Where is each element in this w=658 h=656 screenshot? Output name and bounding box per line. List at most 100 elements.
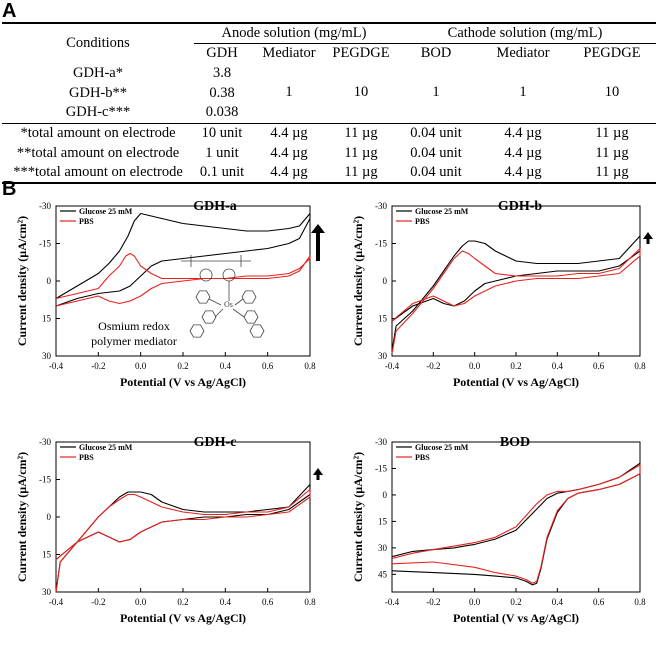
total-cell: 11 µg	[595, 164, 629, 180]
polymer-bracket	[190, 255, 242, 267]
legend-entry: PBS	[415, 453, 430, 462]
y-axis-label: Current density (µA/cm²)	[15, 216, 29, 346]
y-tick-label: 15	[42, 314, 52, 324]
total-cell: 0.04 unit	[410, 124, 462, 141]
x-tick-label: -0.2	[426, 361, 440, 371]
legend-entry: PBS	[79, 453, 94, 462]
y-tick-label: -15	[39, 239, 51, 249]
cathode-group-header: Cathode solution (mg/mL)	[394, 23, 656, 44]
total-label: *total amount on electrode	[20, 124, 176, 141]
anode-mediator-value: 1	[285, 84, 293, 101]
x-tick-label: 0.6	[262, 361, 274, 371]
x-tick-label: -0.4	[49, 597, 64, 607]
y-tick-label: 30	[378, 543, 388, 553]
y-tick-label: 15	[378, 516, 388, 526]
panel-a-label: A	[2, 0, 17, 22]
osmium-center: Os	[224, 300, 233, 309]
total-cell: 4.4 µg	[270, 144, 308, 161]
total-cell: 10 unit	[201, 124, 243, 141]
conditions-header: Conditions	[66, 35, 130, 51]
y-tick-label: 15	[378, 314, 388, 324]
plot-frame	[55, 441, 311, 593]
y-tick-label: -15	[375, 239, 387, 249]
total-cell: 11 µg	[595, 124, 629, 141]
increase-arrow-icon	[311, 224, 325, 261]
imidazole-ring	[199, 268, 213, 282]
y-tick-label: 0	[383, 490, 388, 500]
x-axis-label: Potential (V vs Ag/AgCl)	[453, 375, 579, 389]
y-tick-label: -30	[39, 201, 51, 211]
x-tick-label: 0.0	[469, 361, 481, 371]
x-tick-label: 0.2	[177, 361, 188, 371]
increase-arrow-icon	[643, 232, 653, 244]
x-tick-label: 0.6	[262, 597, 274, 607]
series-line-pbs	[391, 464, 641, 584]
pyridine-ring	[201, 310, 217, 324]
cathode-mediator-value: 1	[519, 84, 527, 101]
gdh-value: 0.38	[209, 84, 235, 101]
total-label: **total amount on electrode	[16, 144, 180, 161]
y-tick-label: 0	[47, 512, 52, 522]
column-header: GDH	[206, 44, 238, 61]
coordination-bonds	[208, 298, 245, 318]
chart-title: GDH-a	[193, 199, 237, 214]
y-tick-label: -30	[375, 437, 387, 447]
total-cell: 4.4 µg	[504, 144, 542, 161]
x-axis-label: Potential (V vs Ag/AgCl)	[453, 611, 579, 625]
total-cell: 0.04 unit	[410, 144, 462, 161]
total-cell: 11 µg	[595, 144, 629, 161]
cv-chart-gdh-b: -0.4 -0.2 0.0 0.2 0.4 0.6 0.8 -30 -15 0 15 30 Potent…	[351, 199, 653, 389]
total-cell: 4.4 µg	[504, 164, 542, 180]
pyridine-ring	[189, 324, 205, 338]
x-tick-label: 0.4	[552, 361, 564, 371]
condition-label: GDH-a*	[73, 64, 123, 81]
bod-value: 1	[432, 84, 440, 101]
total-cell: 0.04 unit	[410, 164, 462, 180]
y-tick-label: 30	[42, 587, 52, 597]
column-header: PEGDGE	[583, 44, 641, 61]
pyridine-ring	[243, 310, 259, 324]
x-tick-label: 0.8	[634, 361, 646, 371]
chart-title: GDH-c	[194, 435, 237, 450]
cv-chart-bod: -0.4 -0.2 0.0 0.2 0.4 0.6 0.8 -30 -15 0 15 30 45 Pote…	[351, 435, 646, 625]
x-axis-label: Potential (V vs Ag/AgCl)	[120, 375, 246, 389]
condition-label: GDH-b**	[69, 84, 127, 101]
total-cell: 4.4 µg	[270, 164, 308, 180]
column-header: BOD	[420, 44, 452, 61]
y-tick-label: -15	[39, 475, 51, 485]
x-tick-label: 0.6	[593, 361, 605, 371]
cathode-pegdge-value: 10	[604, 84, 620, 101]
x-tick-label: 0.2	[177, 597, 188, 607]
legend-entry: PBS	[415, 217, 430, 226]
series-line-pbs	[55, 252, 311, 307]
y-tick-label: 30	[378, 351, 388, 361]
y-tick-label: 15	[42, 550, 52, 560]
pyridine-ring	[195, 290, 211, 304]
pyridine-ring	[241, 290, 257, 304]
annotation-line: polymer mediator	[91, 334, 177, 348]
panel-b-label: B	[2, 178, 17, 200]
total-cell: 11 µg	[344, 144, 378, 161]
total-cell: 1 unit	[205, 144, 239, 161]
x-tick-label: 0.6	[593, 597, 605, 607]
conditions-table: Conditions Anode solution (mg/mL) Cathod…	[2, 22, 656, 184]
x-tick-label: 0.4	[552, 597, 564, 607]
total-cell: 4.4 µg	[504, 124, 542, 141]
x-tick-label: 0.2	[510, 361, 521, 371]
y-axis-label: Current density (µA/cm²)	[15, 452, 29, 582]
x-tick-label: -0.4	[49, 361, 64, 371]
chart-title: GDH-b	[498, 199, 543, 214]
y-tick-label: -15	[375, 463, 387, 473]
y-tick-label: 0	[47, 276, 52, 286]
increase-arrow-icon	[313, 468, 323, 480]
anode-group-header: Anode solution (mg/mL)	[194, 23, 394, 44]
total-cell: 4.4 µg	[270, 124, 308, 141]
x-tick-label: 0.0	[469, 597, 481, 607]
x-tick-label: -0.4	[385, 597, 400, 607]
total-cell: 0.1 unit	[199, 164, 245, 180]
plot-frame	[391, 441, 641, 593]
legend-entry: PBS	[79, 217, 94, 226]
y-tick-label: -30	[375, 201, 387, 211]
series-line-glucose	[55, 212, 311, 307]
x-tick-label: 0.4	[220, 597, 232, 607]
